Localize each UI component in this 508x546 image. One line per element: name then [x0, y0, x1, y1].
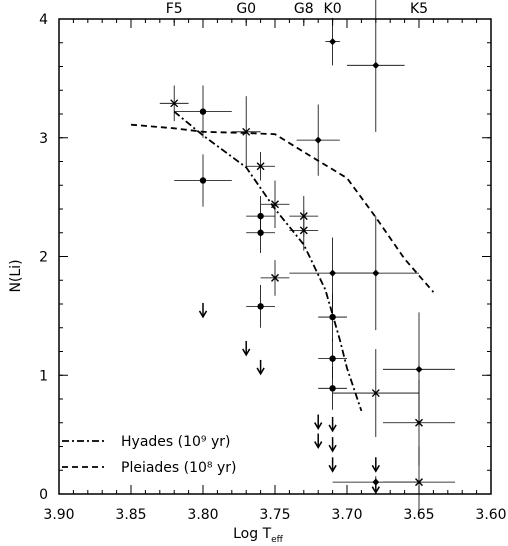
circle-point	[318, 366, 347, 410]
diamond-point	[332, 216, 419, 331]
x-marker	[170, 99, 179, 108]
diamond-marker	[314, 136, 322, 144]
x-point	[159, 85, 189, 122]
circle-marker	[199, 177, 207, 184]
hyades-curve	[173, 110, 363, 412]
diamond-point	[325, 17, 340, 66]
upper-limit-arrow	[242, 340, 251, 357]
x-axis-label: Log Teff	[233, 526, 284, 545]
x-tick-label: 3.75	[259, 507, 290, 523]
diamond-point	[296, 104, 340, 176]
legend-label: Hyades (10⁹ yr)	[121, 434, 230, 450]
x-marker	[256, 162, 265, 171]
x-marker	[299, 226, 308, 235]
model-curves	[130, 110, 435, 412]
x-point	[246, 152, 275, 181]
upper-limit-arrow	[314, 433, 323, 450]
legend-label: Pleiades (10⁸ yr)	[121, 460, 237, 476]
upper-limit-arrow	[371, 457, 380, 473]
x-point	[289, 210, 319, 251]
spectral-type-label: K5	[410, 1, 428, 17]
x-marker	[371, 389, 380, 398]
arrow-head	[328, 444, 337, 453]
diamond-marker	[372, 61, 380, 69]
diamond-marker	[329, 38, 337, 46]
y-tick-label: 4	[39, 12, 48, 28]
arrow-head	[314, 422, 323, 431]
y-tick-label: 0	[39, 487, 48, 503]
x-tick-label: 3.70	[331, 507, 362, 523]
upper-limit-arrow	[314, 414, 323, 431]
arrow-head	[314, 441, 323, 450]
circle-point	[174, 85, 232, 138]
x-point	[231, 96, 261, 168]
x-point	[260, 180, 290, 228]
y-tick-label: 3	[39, 131, 48, 147]
circle-marker	[329, 313, 336, 321]
x-tick-label: 3.80	[187, 507, 218, 523]
circle-point	[174, 154, 232, 207]
y-tick-label: 2	[39, 250, 48, 266]
circle-point	[246, 212, 275, 253]
spectral-type-label: G8	[294, 1, 314, 17]
arrow-head	[256, 367, 265, 376]
x-tick-label: 3.90	[43, 507, 74, 523]
arrow-head	[242, 348, 251, 357]
spectral-type-label: G0	[236, 1, 256, 17]
spectral-type-label: F5	[166, 1, 183, 17]
x-tick-label: 3.85	[115, 507, 146, 523]
circle-marker	[329, 355, 336, 362]
circle-marker	[199, 108, 207, 115]
x-point	[260, 260, 290, 296]
x-point	[332, 349, 419, 437]
spectral-type-label: K0	[324, 1, 342, 17]
legend-entry: Pleiades (10⁸ yr)	[62, 460, 237, 476]
pleiades-curve	[130, 123, 435, 293]
x-tick-label: 3.60	[475, 507, 506, 523]
circle-marker	[329, 385, 336, 392]
diamond-marker	[372, 269, 380, 277]
legend-entry: Hyades (10⁹ yr)	[62, 434, 230, 450]
arrow-head	[328, 464, 337, 473]
arrow-head	[371, 464, 380, 473]
upper-limit-arrow	[256, 359, 265, 376]
diamond-marker	[415, 365, 423, 373]
upper-limit-arrow	[198, 302, 208, 319]
circle-marker	[257, 303, 264, 310]
x-marker	[271, 273, 279, 282]
upper-limit-arrow	[371, 478, 380, 495]
legend: Hyades (10⁹ yr) Pleiades (10⁸ yr)	[62, 434, 237, 476]
upper-limit-arrow	[328, 416, 337, 433]
x-marker	[242, 127, 251, 136]
arrow-head	[198, 310, 208, 319]
upper-limit-arrow	[328, 437, 337, 453]
y-axis-label: N(Li)	[8, 259, 24, 292]
diamond-point	[347, 0, 405, 132]
arrow-head	[328, 424, 337, 433]
axis-labels: N(Li) Log Teff	[8, 259, 284, 545]
x-marker	[271, 200, 279, 209]
upper-limit-arrow	[328, 457, 337, 473]
circle-point	[246, 285, 275, 328]
diamond-point	[383, 312, 455, 427]
circle-marker	[257, 229, 264, 236]
arrow-head	[371, 486, 380, 495]
y-tick-label: 1	[39, 368, 48, 384]
data-points	[159, 0, 455, 518]
circle-point	[318, 293, 347, 341]
